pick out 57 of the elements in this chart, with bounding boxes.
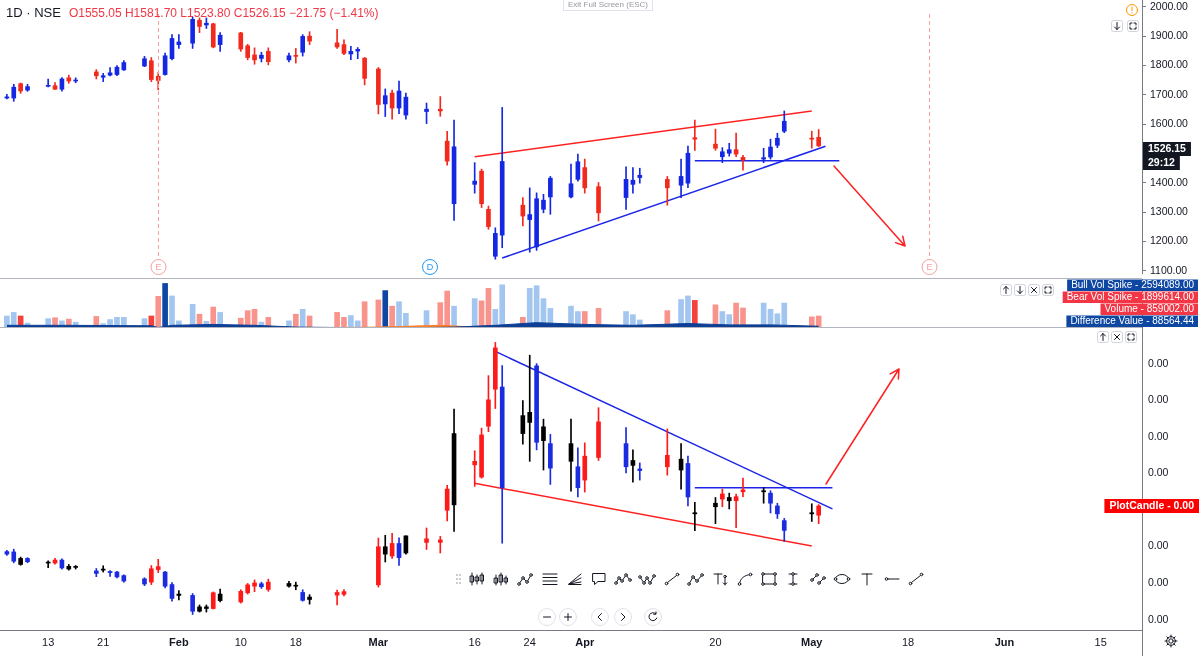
- y-tick-label: 1800.00: [1150, 58, 1189, 71]
- x-tick-label: May: [801, 635, 824, 648]
- candlestick: [809, 503, 815, 522]
- x-tick-label: 18: [289, 635, 302, 648]
- annotation: Difference Value - 88564.44: [1070, 315, 1195, 327]
- annotation: Bull Vol Spike - 2594089.00: [1071, 279, 1195, 291]
- y-tick-label: 1300.00: [1150, 205, 1189, 218]
- x-tick-label: 20: [709, 635, 722, 648]
- annotation: PlotCandle - 0.00: [1109, 499, 1195, 512]
- text: 1526.15: [1148, 142, 1187, 155]
- candlestick: [630, 449, 636, 483]
- text: 0.00: [1148, 575, 1169, 588]
- text: 0.00: [1148, 392, 1169, 405]
- candlestick: [107, 570, 113, 577]
- text: 0.00: [1148, 538, 1169, 551]
- x-tick-label: 16: [468, 635, 481, 648]
- candlestick: [664, 428, 670, 476]
- candlestick: [630, 167, 636, 194]
- x-tick-label: Feb: [169, 635, 189, 648]
- x-tick-label: 24: [523, 635, 536, 648]
- bar: [155, 296, 162, 328]
- annotation: Bear Vol Spike - 1899614.00: [1066, 291, 1195, 303]
- candlestick: [692, 502, 698, 532]
- y-tick-label: 1600.00: [1150, 117, 1189, 130]
- x-tick-label: Jun: [994, 635, 1015, 648]
- text: 0.00: [1148, 356, 1169, 369]
- annotation: D: [426, 261, 434, 272]
- annotation: Exit Full Screen (ESC): [563, 0, 654, 11]
- x-tick-label: 21: [97, 635, 110, 648]
- y-tick-label: 1700.00: [1150, 87, 1189, 100]
- x-tick-label: 10: [234, 635, 247, 648]
- bar: [292, 313, 299, 328]
- text: 0.00: [1148, 465, 1169, 478]
- x-tick-label: 13: [42, 635, 55, 648]
- text: O1555.05 H1581.70 L1523.80 C1526.15 −21.75 (−1.41%): [68, 6, 379, 20]
- y-tick-label: 2000.00: [1150, 0, 1189, 12]
- bar: [299, 308, 306, 328]
- candlestick: [733, 493, 739, 529]
- x-tick-label: Apr: [575, 635, 595, 648]
- text: 29:12: [1148, 156, 1176, 169]
- y-tick-label: 1400.00: [1150, 175, 1189, 188]
- candlestick: [527, 354, 533, 462]
- ref-line-label: E: [155, 261, 162, 272]
- chart-title: 1D · NSE: [6, 5, 61, 20]
- text: 0.00: [1148, 429, 1169, 442]
- y-tick-label: 1100.00: [1150, 263, 1188, 276]
- x-tick-label: 15: [1094, 635, 1107, 648]
- ref-line-label: E: [926, 261, 933, 272]
- text: 0.00: [1148, 612, 1169, 625]
- candlestick: [527, 187, 533, 253]
- candlestick: [637, 167, 643, 184]
- x-tick-label: Mar: [368, 635, 389, 648]
- y-tick-label: 1900.00: [1150, 29, 1189, 41]
- y-tick-label: 1200.00: [1150, 234, 1189, 247]
- annotation: Volume - 859002.00: [1104, 303, 1195, 315]
- candlestick: [637, 462, 643, 481]
- x-tick-label: 18: [901, 635, 915, 648]
